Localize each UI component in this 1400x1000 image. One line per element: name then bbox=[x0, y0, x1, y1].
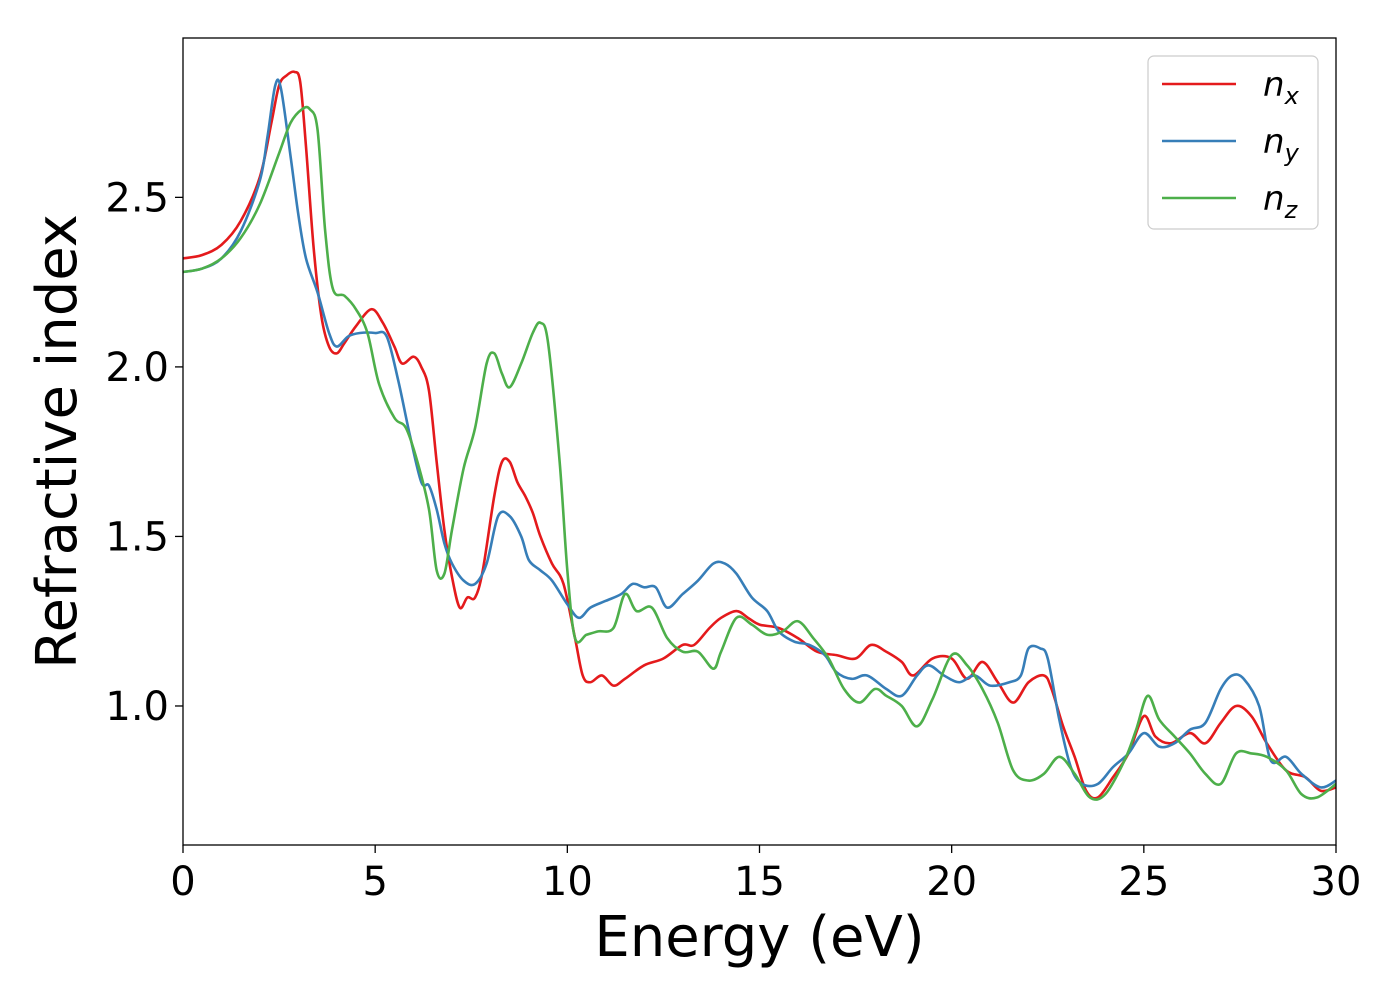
legend-label-nz: nz bbox=[1263, 179, 1299, 224]
y-axis-title: Refractive index bbox=[25, 214, 90, 669]
series-line-ny bbox=[183, 78, 1336, 789]
x-tick-label: 30 bbox=[1311, 859, 1362, 905]
y-tick-label: 1.5 bbox=[105, 514, 169, 560]
x-tick-label: 20 bbox=[926, 859, 977, 905]
x-tick-label: 0 bbox=[170, 859, 195, 905]
y-axis-ticks: 1.0 1.5 2.0 2.5 bbox=[105, 175, 183, 730]
x-tick-label: 15 bbox=[734, 859, 785, 905]
legend-label-ny: ny bbox=[1263, 122, 1300, 167]
x-axis-title: Energy (eV) bbox=[594, 905, 924, 970]
x-tick-label: 5 bbox=[362, 859, 387, 905]
series-layer bbox=[183, 70, 1336, 801]
y-tick-label: 1.0 bbox=[105, 684, 169, 730]
legend-label-nx: nx bbox=[1263, 65, 1300, 110]
y-tick-label: 2.0 bbox=[105, 345, 169, 391]
y-tick-label: 2.5 bbox=[105, 175, 169, 221]
series-line-nz bbox=[183, 105, 1336, 801]
x-tick-label: 10 bbox=[542, 859, 593, 905]
x-axis-ticks: 0 5 10 15 20 25 30 bbox=[170, 845, 1361, 905]
legend: nx ny nz bbox=[1147, 55, 1319, 230]
legend-box bbox=[1147, 55, 1319, 230]
x-tick-label: 25 bbox=[1118, 859, 1169, 905]
